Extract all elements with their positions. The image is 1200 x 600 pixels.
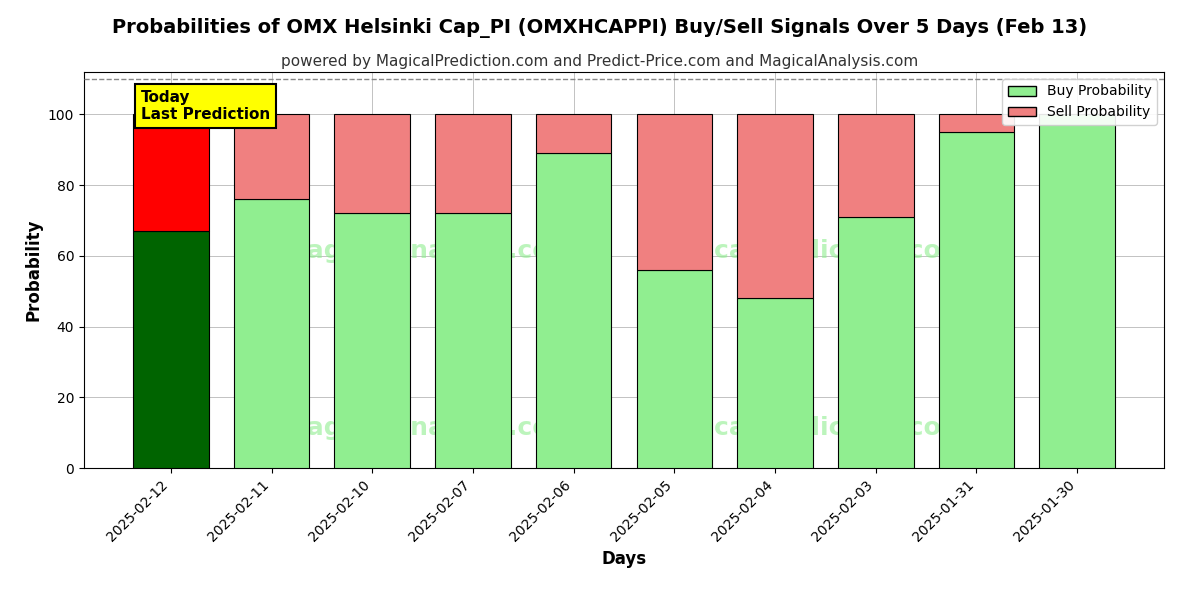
Bar — [636, 115, 712, 270]
Bar — [737, 115, 812, 298]
Bar — [1039, 115, 1115, 468]
X-axis label: Days: Days — [601, 550, 647, 568]
Text: powered by MagicalPrediction.com and Predict-Price.com and MagicalAnalysis.com: powered by MagicalPrediction.com and Pre… — [281, 54, 919, 69]
Bar — [133, 231, 209, 468]
Bar — [737, 298, 812, 468]
Text: Probabilities of OMX Helsinki Cap_PI (OMXHCAPPI) Buy/Sell Signals Over 5 Days (F: Probabilities of OMX Helsinki Cap_PI (OM… — [113, 18, 1087, 38]
Bar — [636, 270, 712, 468]
Bar — [536, 154, 612, 468]
Bar — [536, 115, 612, 154]
Legend: Buy Probability, Sell Probability: Buy Probability, Sell Probability — [1002, 79, 1157, 125]
Bar — [436, 115, 511, 214]
Bar — [335, 214, 410, 468]
Bar — [234, 199, 310, 468]
Bar — [938, 115, 1014, 132]
Bar — [133, 115, 209, 231]
Bar — [838, 115, 913, 217]
Bar — [234, 115, 310, 199]
Bar — [335, 115, 410, 214]
Text: MagicalAnalysis.com        MagicalPrediction.com: MagicalAnalysis.com MagicalPrediction.co… — [282, 416, 966, 440]
Bar — [838, 217, 913, 468]
Text: MagicalAnalysis.com        MagicalPrediction.com: MagicalAnalysis.com MagicalPrediction.co… — [282, 239, 966, 263]
Bar — [436, 214, 511, 468]
Bar — [938, 132, 1014, 468]
Text: Today
Last Prediction: Today Last Prediction — [140, 89, 270, 122]
Y-axis label: Probability: Probability — [24, 219, 42, 321]
